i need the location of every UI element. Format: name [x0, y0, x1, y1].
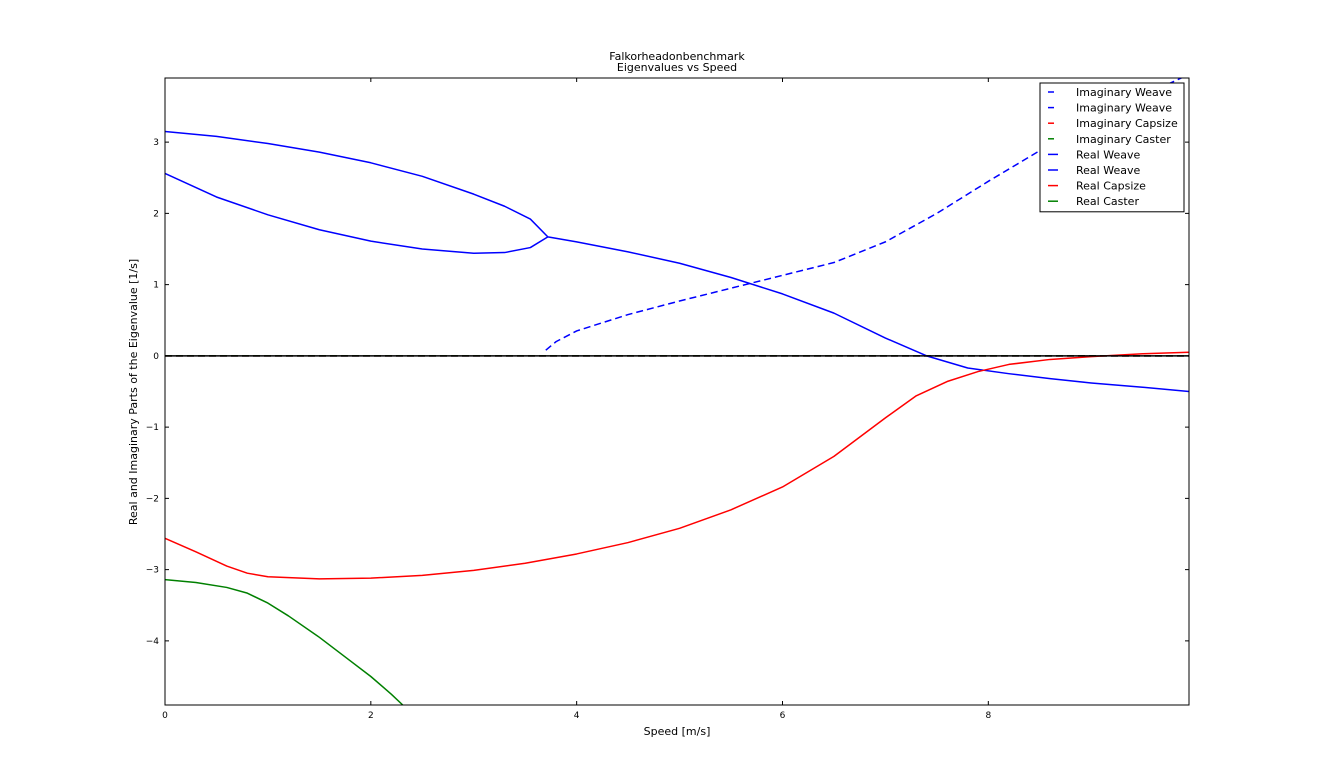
- legend-entry: Real Weave: [1076, 164, 1140, 177]
- legend-entry: Imaginary Capsize: [1076, 117, 1178, 130]
- legend-entry: Real Capsize: [1076, 180, 1146, 193]
- x-tick-label: 8: [985, 711, 991, 721]
- legend-entry: Imaginary Weave: [1076, 102, 1172, 115]
- chart-title: Falkorheadonbenchmark: [609, 50, 745, 63]
- x-tick-label: 4: [574, 711, 580, 721]
- y-tick-label: 2: [153, 209, 159, 219]
- y-tick-label: −2: [146, 494, 159, 504]
- series-line-7: [165, 578, 404, 705]
- y-axis-label: Real and Imaginary Parts of the Eigenval…: [127, 259, 140, 525]
- series-line-6: [165, 351, 1189, 580]
- y-tick-label: −4: [146, 637, 160, 647]
- legend-entry: Real Weave: [1076, 148, 1140, 161]
- series-line-5: [165, 172, 549, 255]
- legend-entry: Imaginary Weave: [1076, 86, 1172, 99]
- series-line-4: [165, 130, 1189, 393]
- chart-subtitle: Eigenvalues vs Speed: [617, 61, 737, 74]
- legend-box: [1039, 82, 1185, 213]
- x-tick-label: 2: [368, 711, 374, 721]
- y-tick-label: −1: [146, 423, 159, 433]
- y-tick-label: 0: [153, 352, 159, 362]
- y-tick-label: −3: [146, 566, 159, 576]
- x-tick-label: 0: [162, 711, 168, 721]
- plot-frame: [164, 77, 1190, 706]
- y-tick-label: 3: [153, 138, 159, 148]
- x-axis-label: Speed [m/s]: [644, 725, 711, 738]
- x-tick-label: 6: [780, 711, 786, 721]
- ticks-layer: 0 2 4 6 8 −4 −3 −2 −1 0 1 2 3: [146, 78, 1189, 721]
- legend: Imaginary Weave Imaginary Weave Imaginary …: [1039, 82, 1185, 213]
- legend-entry: Imaginary Caster: [1076, 133, 1171, 146]
- y-tick-label: 1: [153, 281, 159, 291]
- legend-entry: Real Caster: [1076, 195, 1139, 208]
